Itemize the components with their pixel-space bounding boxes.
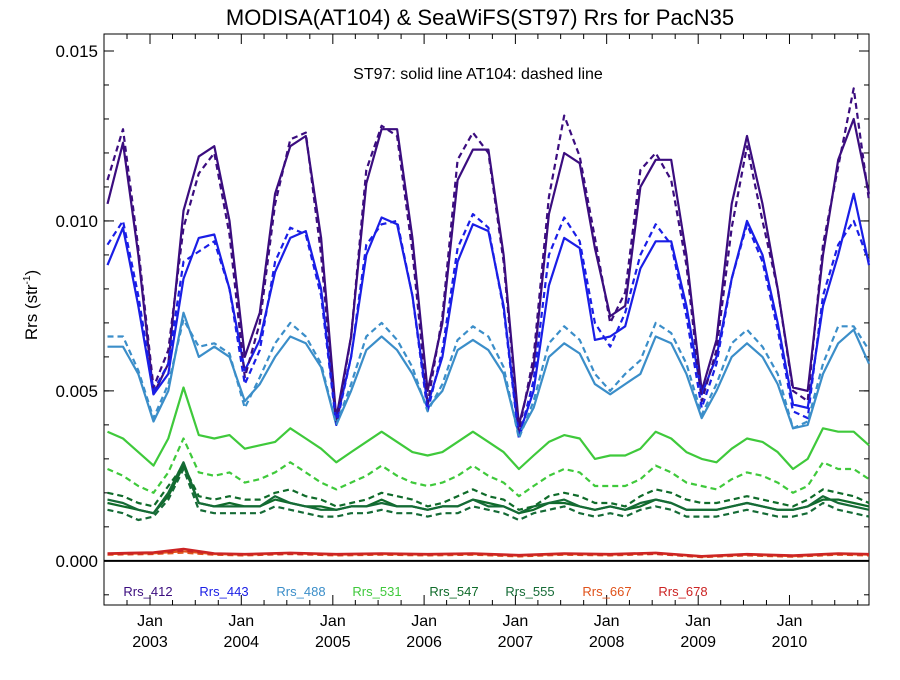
y-tick-label: 0.015 xyxy=(55,42,98,61)
x-tick-year: 2004 xyxy=(223,634,259,651)
series-line-rrs-555-solid xyxy=(107,461,870,515)
legend-entry: Rrs_555 xyxy=(505,584,554,599)
legend-entry: Rrs_667 xyxy=(582,584,631,599)
series-line-rrs-488-solid xyxy=(107,311,871,437)
x-tick-year: 2008 xyxy=(589,634,625,651)
x-tick-year: 2009 xyxy=(680,634,716,651)
x-tick-month: Jan xyxy=(137,613,163,630)
x-tick-year: 2006 xyxy=(406,634,442,651)
series-line-rrs-531-dashed xyxy=(107,437,870,498)
legend-entry: Rrs_678 xyxy=(658,584,707,599)
y-tick-label: 0.010 xyxy=(55,212,98,231)
plot-area: 0.000 0.005 0.010 0.015 Jan 2003 Jan 2004 Jan 200… xyxy=(55,33,871,651)
x-tick-year: 2003 xyxy=(132,634,168,651)
chart-subtitle: ST97: solid line AT104: dashed line xyxy=(353,66,603,83)
x-tick-month: Jan xyxy=(594,613,620,630)
series-line-rrs-555-dashed xyxy=(107,467,870,522)
y-tick-label: 0.000 xyxy=(55,552,98,571)
x-tick-month: Jan xyxy=(685,613,711,630)
y-axis-label-main: Rrs (str xyxy=(22,284,41,340)
legend-entry: Rrs_488 xyxy=(276,584,325,599)
legend-entry: Rrs_443 xyxy=(199,584,248,599)
x-tick-month: Jan xyxy=(320,613,346,630)
y-tick-label: 0.005 xyxy=(55,382,98,401)
series-line-rrs-412-solid xyxy=(106,117,871,426)
chart-title: MODISA(AT104) & SeaWiFS(ST97) Rrs for Pa… xyxy=(226,5,734,30)
plot-frame xyxy=(103,33,870,606)
legend-entry: Rrs_531 xyxy=(352,584,401,599)
x-tick-month: Jan xyxy=(502,613,528,630)
series-line-rrs-678-dashed xyxy=(107,549,870,558)
x-tick-year: 2005 xyxy=(315,634,351,651)
x-tick-month: Jan xyxy=(228,613,254,630)
legend-entry: Rrs_412 xyxy=(123,584,172,599)
x-tick-year: 2010 xyxy=(772,634,808,651)
y-axis-label-sup: -1 xyxy=(22,275,33,284)
x-tick-year: 2007 xyxy=(498,634,534,651)
x-tick-month: Jan xyxy=(411,613,437,630)
series-line-rrs-443-solid xyxy=(106,192,871,437)
x-tick-month: Jan xyxy=(777,613,803,630)
series-line-rrs-443-dashed xyxy=(106,213,871,440)
series-line-rrs-531-solid xyxy=(107,386,870,471)
y-axis-label: Rrs (str-1) xyxy=(22,270,41,340)
series-line-rrs-412-dashed xyxy=(106,87,871,433)
legend-entry: Rrs_547 xyxy=(429,584,478,599)
series-line-rrs-488-dashed xyxy=(107,318,870,440)
y-axis-label-end: ) xyxy=(22,270,41,276)
